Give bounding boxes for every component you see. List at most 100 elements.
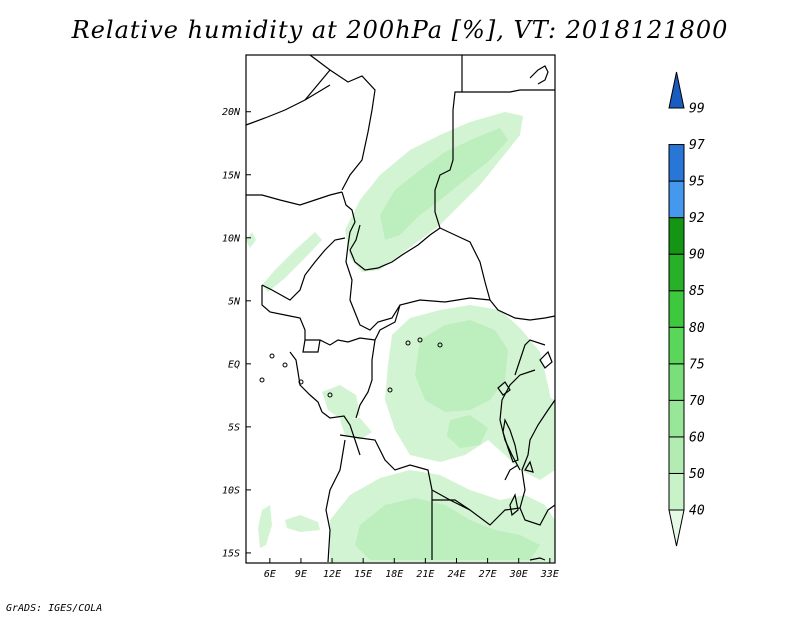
lon-tick-label: 27E [479, 569, 497, 580]
border-line [349, 224, 361, 251]
humidity-contour [355, 498, 540, 560]
humidity-contour [380, 128, 508, 240]
border-line [504, 464, 519, 481]
border-line [374, 304, 401, 341]
colorbar-label: 92 [689, 211, 705, 226]
border-line [246, 191, 343, 206]
border-line [261, 285, 306, 340]
colorbar-label: 90 [689, 248, 705, 263]
humidity-contour [415, 320, 508, 412]
border-line [304, 69, 331, 101]
humidity-contour [447, 415, 488, 448]
grads-credit: GrADS: IGES/COLA [6, 603, 103, 614]
island [298, 379, 304, 385]
lon-tick-label: 33E [540, 569, 559, 580]
border-line [309, 54, 376, 191]
lat-tick-label: EQ [228, 359, 240, 370]
humidity-contour [340, 418, 372, 440]
colorbar-segment [668, 217, 685, 255]
colorbar: 40 50 60 70 75 80 85 90 92 95 97 99 [668, 71, 705, 547]
border-line [289, 351, 323, 413]
island [387, 387, 393, 393]
border-line [302, 339, 321, 353]
border-line [529, 65, 549, 85]
colorbar-low-arrow [668, 509, 685, 547]
lat-tick-label: 15N [222, 170, 241, 181]
border-line [497, 381, 511, 396]
border-line [325, 439, 346, 563]
lat-tick-label: 15S [222, 548, 240, 559]
border-line [305, 337, 376, 346]
humidity-contour [258, 505, 272, 548]
lon-tick-label: 9E [295, 569, 307, 580]
island [417, 337, 423, 343]
humidity-contour [262, 232, 322, 292]
colorbar-segment [668, 326, 685, 365]
map-frame [245, 54, 556, 564]
colorbar-label: 85 [689, 284, 705, 299]
border-line [245, 84, 331, 126]
border-line [514, 339, 546, 376]
border-line [519, 399, 556, 509]
colorbar-label: 97 [689, 138, 705, 153]
island [259, 377, 265, 383]
border-line [432, 499, 471, 511]
border-line [509, 493, 519, 517]
colorbar-label: 75 [689, 357, 705, 372]
colorbar-segment [668, 180, 685, 219]
longitude-axis: 6E 9E 12E 15E 18E 21E 24E 27E 30E 33E [264, 558, 559, 580]
border-line [434, 55, 463, 229]
humidity-contour [285, 515, 320, 532]
latitude-axis: 20N 15N 10N 5N EQ 5S 10S 15S [222, 107, 251, 559]
colorbar-segment [668, 253, 685, 292]
colorbar-segment [668, 436, 685, 474]
colorbar-segment [668, 363, 685, 401]
border-line [261, 237, 346, 301]
border-line [341, 191, 356, 263]
border-line [355, 339, 376, 419]
colorbar-label: 95 [689, 175, 705, 190]
border-line [345, 261, 491, 331]
lon-tick-label: 18E [385, 569, 403, 580]
border-line [339, 434, 521, 526]
border-line [321, 411, 361, 456]
lat-tick-label: 5S [228, 422, 240, 433]
lat-tick-label: 10S [222, 485, 240, 496]
island [269, 353, 275, 359]
lat-tick-label: 20N [222, 107, 241, 118]
country-borders [245, 54, 556, 563]
lon-tick-label: 30E [509, 569, 528, 580]
colorbar-high-arrow [668, 71, 685, 109]
humidity-field [246, 112, 555, 562]
humidity-contour [246, 232, 256, 248]
colorbar-label: 80 [689, 321, 705, 336]
colorbar-segment [668, 399, 685, 438]
lat-tick-label: 10N [222, 233, 241, 244]
colorbar-label: 70 [689, 394, 705, 409]
border-line [529, 557, 546, 561]
lon-tick-label: 24E [447, 569, 465, 580]
border-line [524, 460, 534, 473]
colorbar-segment [668, 144, 685, 182]
island [282, 362, 288, 368]
lon-tick-label: 12E [323, 569, 341, 580]
humidity-contour [528, 395, 555, 460]
lon-tick-label: 6E [264, 569, 276, 580]
border-line [539, 350, 553, 369]
colorbar-segment [668, 290, 685, 328]
lon-tick-label: 21E [416, 569, 434, 580]
border-line [502, 418, 519, 463]
border-line [499, 369, 536, 471]
border-line [439, 227, 491, 301]
island [437, 342, 443, 348]
lat-tick-label: 5N [228, 296, 241, 307]
border-line [462, 89, 555, 93]
colorbar-label: 50 [689, 467, 705, 482]
colorbar-label: 60 [689, 430, 705, 445]
border-line [489, 299, 556, 321]
chart-title: Relative humidity at 200hPa [%], VT: 201… [71, 16, 729, 44]
island [327, 392, 333, 398]
border-line [519, 504, 556, 526]
lon-tick-label: 15E [354, 569, 372, 580]
